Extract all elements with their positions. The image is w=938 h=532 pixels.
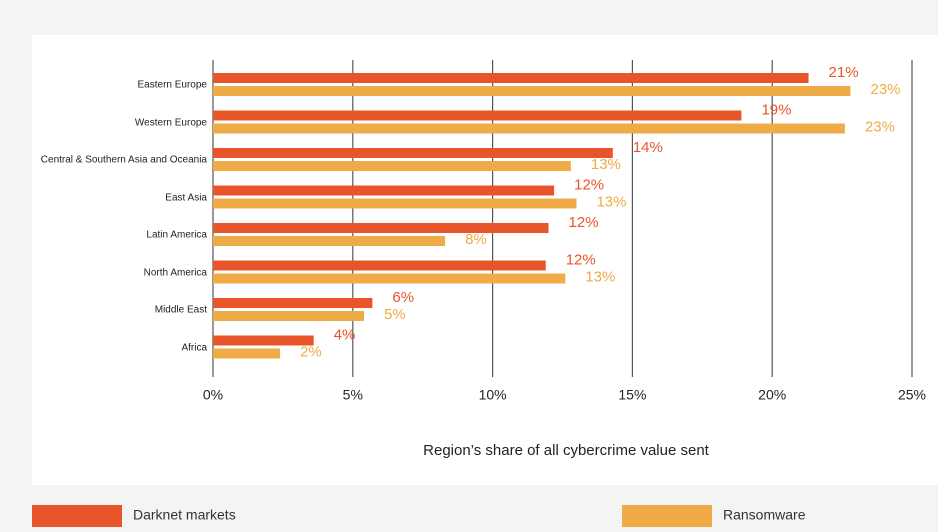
category-label: North America [143,267,207,278]
category-label: Latin America [146,229,207,241]
data-label: 6% [392,289,414,306]
category-label: Eastern Europe [137,79,208,91]
x-tick-label: 20% [758,387,786,403]
bar [213,123,845,134]
x-tick-label: 15% [618,387,646,403]
bar [213,110,742,121]
data-label: 5% [384,306,406,323]
x-tick-label: 25% [898,387,926,403]
data-label: 12% [566,251,596,268]
data-label: 12% [569,214,599,231]
category-label: Middle East [154,304,207,316]
bar [213,73,809,83]
bar [213,348,281,359]
category-label: Western Europe [134,117,207,128]
data-label: 21% [829,64,859,81]
bar [213,161,571,171]
data-label: 2% [300,343,322,360]
legend-label: Darknet markets [133,507,236,523]
legend-label: Ransomware [723,507,806,523]
category-label: Africa [181,342,207,353]
bar [213,298,373,308]
data-label: 23% [865,118,895,135]
bar [213,335,314,346]
legend-swatch [32,505,122,527]
category-label: East Asia [165,192,207,203]
x-tick-label: 10% [479,387,507,403]
data-label: 13% [596,193,626,210]
data-label: 8% [465,231,487,248]
bar [213,148,613,158]
bar [213,311,364,321]
data-label: 13% [585,268,615,285]
bar [213,273,566,284]
data-label: 14% [633,139,663,156]
category-label: Central & Southern Asia and Oceania [40,154,207,166]
bar [213,236,446,246]
data-label: 4% [334,326,356,343]
x-axis-label: Region’s share of all cybercrime value s… [423,442,710,459]
bar [213,223,549,233]
chart-panel [32,35,938,485]
data-label: 23% [870,81,900,98]
bar [213,198,577,209]
bar [213,86,851,96]
bar [213,260,546,271]
data-label: 19% [761,101,791,118]
x-tick-label: 5% [343,387,363,403]
data-label: 12% [574,176,604,193]
legend-swatch [622,505,712,527]
data-label: 13% [591,156,621,173]
x-tick-label: 0% [203,387,223,403]
bar [213,185,555,196]
